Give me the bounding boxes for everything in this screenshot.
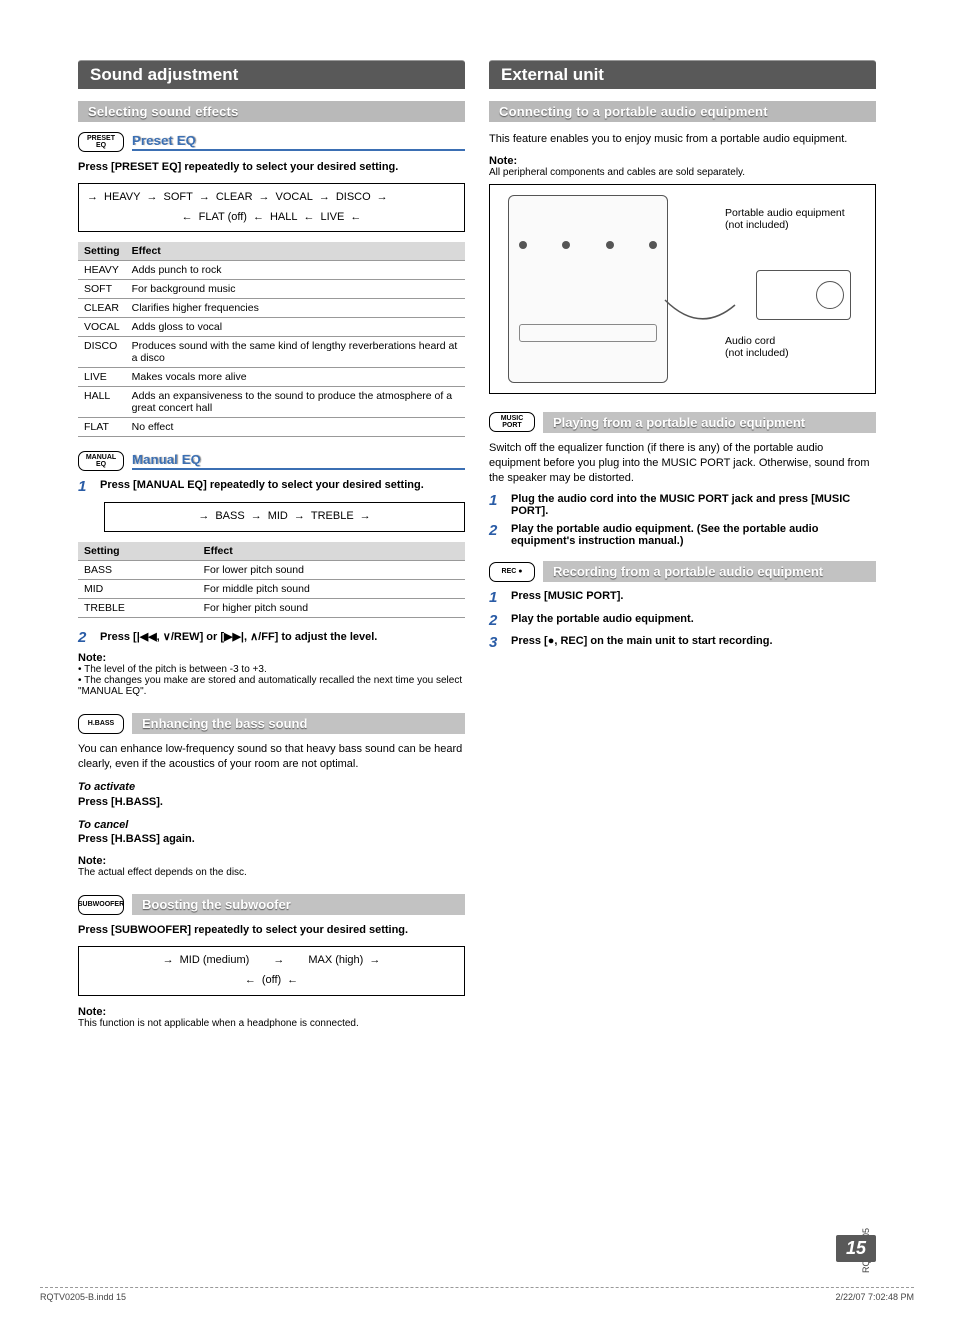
manual-step1: Press [MANUAL EQ] repeatedly to select y… (100, 479, 465, 496)
manual-eq-icon: MANUAL EQ (78, 451, 124, 471)
preset-eq-flow: →HEAVY →SOFT →CLEAR →VOCAL →DISCO→ ←FLAT… (78, 183, 465, 233)
bass-note-label: Note: (78, 855, 465, 867)
step-2-num: 2 (78, 630, 92, 647)
preset-eq-table: SettingEffect HEAVYAdds punch to rock SO… (78, 242, 465, 437)
play-step2: Play the portable audio equipment. (See … (511, 523, 876, 547)
preset-eq-title: Preset EQ (132, 133, 465, 151)
rec-icon: REC ● (489, 562, 535, 582)
bass-title: Enhancing the bass sound (132, 713, 465, 734)
portable-shape (756, 270, 851, 320)
subwoofer-icon: SUBWOOFER (78, 895, 124, 915)
manual-eq-flow: →BASS →MID →TREBLE→ (104, 502, 465, 532)
table-row: HALLAdds an expansiveness to the sound t… (78, 387, 465, 418)
connect-note: All peripheral components and cables are… (489, 167, 876, 178)
bass-cancel: To cancelPress [H.BASS] again. (78, 818, 465, 848)
table-row: MIDFor middle pitch sound (78, 579, 465, 598)
manual-note-label: Note: (78, 652, 465, 664)
footer-right: 2/22/07 7:02:48 PM (835, 1292, 914, 1302)
diagram-label2: Audio cord (not included) (725, 335, 825, 359)
right-column: External unit Connecting to a portable a… (489, 60, 876, 1029)
rec-step2: Play the portable audio equipment. (511, 613, 876, 630)
preset-eq-icon: PRESET EQ (78, 132, 124, 152)
table-row: TREBLEFor higher pitch sound (78, 598, 465, 617)
bass-body: You can enhance low-frequency sound so t… (78, 742, 465, 772)
connection-diagram: Portable audio equipment (not included) … (489, 184, 876, 394)
table-row: BASSFor lower pitch sound (78, 560, 465, 579)
main-unit-shape (508, 195, 668, 383)
subhead-connecting: Connecting to a portable audio equipment (489, 101, 876, 122)
section-external-unit: External unit (489, 60, 876, 89)
sub-note: This function is not applicable when a h… (78, 1018, 465, 1029)
subhead-selecting-effects: Selecting sound effects (78, 101, 465, 122)
sub-title: Boosting the subwoofer (132, 894, 465, 915)
preset-eq-instruction: Press [PRESET EQ] repeatedly to select y… (78, 160, 465, 175)
manual-note2: • The changes you make are stored and au… (78, 675, 465, 697)
play-step1: Plug the audio cord into the MUSIC PORT … (511, 493, 876, 517)
step-1-num: 1 (78, 479, 92, 496)
bass-note: The actual effect depends on the disc. (78, 867, 465, 878)
table-row: VOCALAdds gloss to vocal (78, 318, 465, 337)
play-title: Playing from a portable audio equipment (543, 412, 876, 433)
table-row: LIVEMakes vocals more alive (78, 368, 465, 387)
footer-left: RQTV0205-B.indd 15 (40, 1292, 126, 1302)
play-body: Switch off the equalizer function (if th… (489, 441, 876, 486)
rec-step1: Press [MUSIC PORT]. (511, 590, 876, 607)
sub-instruction: Press [SUBWOOFER] repeatedly to select y… (78, 923, 465, 938)
table-row: FLATNo effect (78, 418, 465, 437)
footer: RQTV0205-B.indd 15 2/22/07 7:02:48 PM (40, 1287, 914, 1302)
sub-flow: →MID (medium) →MAX (high)→ ←(off)← (78, 946, 465, 996)
page-number: 15 (836, 1235, 876, 1262)
section-sound-adjustment: Sound adjustment (78, 60, 465, 89)
hbass-icon: H.BASS (78, 714, 124, 734)
cord-line (660, 295, 740, 355)
connect-note-label: Note: (489, 155, 876, 167)
connect-body: This feature enables you to enjoy music … (489, 132, 876, 147)
manual-note1: • The level of the pitch is between -3 t… (78, 664, 465, 675)
sub-note-label: Note: (78, 1006, 465, 1018)
manual-step2: Press [|◀◀, ∨/REW] or [▶▶|, ∧/FF] to adj… (100, 630, 465, 647)
table-row: DISCOProduces sound with the same kind o… (78, 337, 465, 368)
bass-activate: To activatePress [H.BASS]. (78, 780, 465, 810)
diagram-label1: Portable audio equipment (not included) (725, 207, 865, 231)
table-row: SOFTFor background music (78, 280, 465, 299)
table-row: HEAVYAdds punch to rock (78, 261, 465, 280)
table-row: CLEARClarifies higher frequencies (78, 299, 465, 318)
music-port-icon: MUSIC PORT (489, 412, 535, 432)
left-column: Sound adjustment Selecting sound effects… (78, 60, 465, 1029)
rec-title: Recording from a portable audio equipmen… (543, 561, 876, 582)
rec-step3: Press [●, REC] on the main unit to start… (511, 635, 876, 652)
manual-eq-title: Manual EQ (132, 452, 465, 470)
manual-eq-table: SettingEffect BASSFor lower pitch sound … (78, 542, 465, 618)
